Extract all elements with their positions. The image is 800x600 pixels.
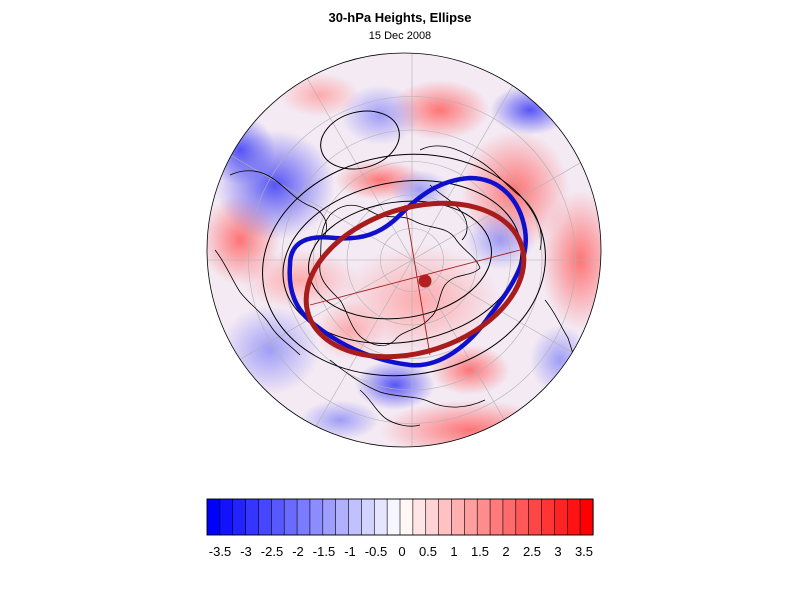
colorbar-tick-label: -2.5	[261, 544, 283, 559]
vortex-edge-contour	[287, 175, 529, 368]
colorbar-box	[373, 498, 388, 536]
colorbar-box	[232, 498, 247, 536]
polar-map	[206, 52, 602, 448]
colorbar-box	[219, 498, 234, 536]
colorbar-box	[258, 498, 272, 536]
colorbar-box	[245, 498, 260, 536]
colorbar-tick-label: -3.5	[209, 544, 231, 559]
colorbar-box	[554, 498, 568, 536]
ellipse-axes	[309, 204, 521, 356]
colorbar-box	[309, 498, 324, 536]
colorbar-box	[502, 498, 517, 536]
colorbar-box	[271, 498, 285, 536]
colorbar-box	[425, 498, 440, 536]
figure-title: 30-hPa Heights, Ellipse	[328, 10, 472, 25]
colorbar-box	[361, 498, 375, 536]
colorbar-box	[438, 498, 453, 536]
colorbar-tick-label: 0	[398, 544, 405, 559]
ellipse-center-marker	[418, 274, 432, 288]
colorbar-boxes	[206, 498, 594, 536]
lat-lon-gridlines	[207, 53, 601, 447]
colorbar-tick-label: -2	[292, 544, 304, 559]
colorbar-box	[528, 498, 543, 536]
colorbar-box	[399, 498, 414, 536]
colorbar-tick-label: 1.5	[471, 544, 489, 559]
colorbar-tick-label: 2.5	[523, 544, 541, 559]
colorbar-tick-label: -3	[240, 544, 252, 559]
meridian-line	[411, 55, 531, 261]
colorbar-box	[489, 498, 504, 536]
colorbar-box	[451, 498, 465, 536]
colorbar-tick-label: 3.5	[575, 544, 593, 559]
colorbar-box	[283, 498, 298, 536]
colorbar-tick-labels: -3.5 -3 -2.5 -2 -1.5 -1 -0.5 0 0.5 1 1.5…	[209, 544, 593, 559]
meridian-line	[207, 141, 413, 261]
figure-date: 15 Dec 2008	[368, 30, 432, 42]
colorbar-tick-label: -0.5	[365, 544, 387, 559]
colorbar-tick-label: -1	[344, 544, 356, 559]
colorbar-tick-label: 0.5	[419, 544, 437, 559]
colorbar-tick-label: 1	[450, 544, 457, 559]
colorbar-tick-label: 2	[502, 544, 509, 559]
colorbar-box	[386, 498, 401, 536]
colorbar-box	[348, 498, 362, 536]
globe-outline	[206, 52, 602, 448]
colorbar-frame	[206, 498, 594, 536]
colorbar-box	[541, 498, 556, 536]
colorbar-box	[579, 498, 594, 536]
colorbar-box	[515, 498, 530, 536]
colorbar-box	[206, 498, 221, 536]
colorbar-tick-label: 3	[554, 544, 561, 559]
colorbar-box	[412, 498, 427, 536]
colorbar-tick-label: -1.5	[313, 544, 335, 559]
colorbar-box	[322, 498, 337, 536]
colorbar-box	[476, 498, 491, 536]
colorbar-box	[335, 498, 350, 536]
fitted-ellipse	[303, 200, 527, 360]
meridian-line	[293, 55, 413, 261]
colorbar-box	[566, 498, 581, 536]
colorbar-box	[296, 498, 311, 536]
colorbar-box	[464, 498, 478, 536]
